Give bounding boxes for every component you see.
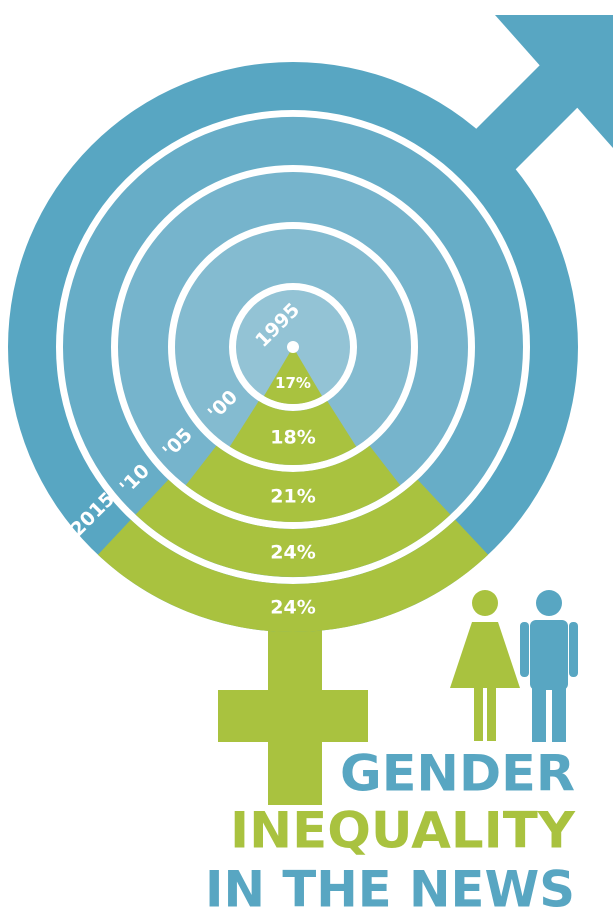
arrow-head [495, 15, 613, 148]
value-label: 24% [270, 542, 315, 564]
value-label: 18% [270, 427, 315, 449]
value-label: 24% [270, 597, 315, 619]
title-line: INEQUALITY [230, 802, 576, 860]
man-icon [520, 590, 578, 742]
wedge [97, 519, 489, 633]
cross-horizontal [218, 690, 368, 742]
center-dot [287, 341, 299, 353]
title-line: IN THE NEWS [205, 861, 575, 919]
wedge [185, 445, 401, 523]
ring [175, 229, 411, 465]
wedge [135, 479, 451, 577]
wedge [263, 347, 323, 404]
woman-icon [450, 590, 520, 741]
title-line: GENDER [340, 745, 575, 803]
value-label: 21% [270, 486, 315, 508]
value-label: 17% [275, 374, 311, 392]
wedge [229, 401, 357, 466]
